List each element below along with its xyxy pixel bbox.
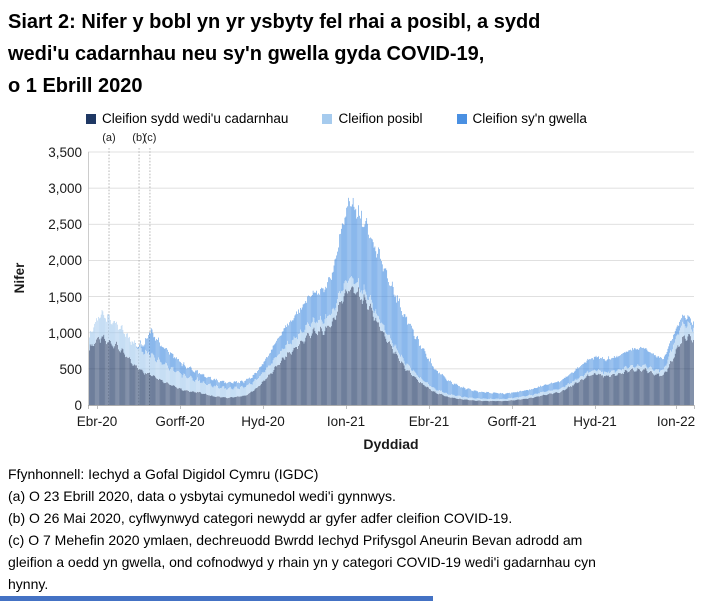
footnote-b: (b) O 26 Mai 2020, cyflwynwyd categori n… (8, 510, 513, 526)
y-tick-label: 500 (59, 361, 82, 377)
y-tick-label: 3,000 (48, 181, 82, 197)
footnote-a: (a) O 23 Ebrill 2020, data o ysbytai cym… (8, 488, 396, 504)
legend-swatch-possible-icon (322, 113, 333, 124)
x-tick-label: Hyd-21 (573, 414, 617, 429)
x-tick-label: Gorff-20 (155, 414, 205, 429)
y-tick-label: 1,500 (48, 289, 82, 305)
chart-title: Siart 2: Nifer y bobl yn yr ysbyty fel r… (8, 6, 540, 102)
x-axis-title: Dyddiad (363, 436, 419, 452)
chart-title-line-1: Siart 2: Nifer y bobl yn yr ysbyty fel r… (8, 11, 541, 33)
y-axis-title: Nifer (12, 262, 27, 294)
chart-legend: Cleifion sydd wedi'u cadarnhau Cleifion … (86, 111, 587, 126)
x-tick-label: Ebr-21 (408, 414, 450, 429)
footnote-c-line-2: gleifion a oedd yn gwella, ond cofnodwyd… (8, 554, 596, 570)
x-tick-label: Hyd-20 (241, 414, 285, 429)
legend-item-recovering: Cleifion sy'n gwella (456, 111, 587, 126)
legend-label-possible: Cleifion posibl (338, 111, 423, 126)
legend-label-confirmed: Cleifion sydd wedi'u cadarnhau (102, 111, 289, 126)
footnote-c-line-1: (c) O 7 Mehefin 2020 ymlaen, dechreuodd … (8, 532, 583, 548)
chart-title-line-3: o 1 Ebrill 2020 (8, 75, 143, 97)
y-tick-label: 0 (74, 398, 82, 413)
y-tick-label: 1,000 (48, 325, 82, 341)
y-tick-label: 2,000 (48, 253, 82, 269)
bottom-blue-bar (0, 596, 433, 601)
chart-title-line-2: wedi'u cadarnhau neu sy'n gwella gyda CO… (8, 43, 485, 65)
y-tick-label: 3,500 (48, 145, 82, 160)
footnote-source: Ffynhonnell: Iechyd a Gofal Digidol Cymr… (8, 466, 319, 482)
legend-swatch-confirmed-icon (86, 113, 96, 124)
legend-item-possible: Cleifion posibl (322, 111, 423, 126)
x-tick-label: Ebr-20 (76, 414, 118, 429)
legend-swatch-recovering-icon (456, 113, 467, 124)
footnote-c-line-3: hynny. (8, 576, 49, 592)
annotation-label-a: (a) (102, 132, 116, 144)
annotation-label-b: (b) (132, 132, 146, 144)
x-tick-label: Ion-22 (656, 414, 696, 429)
legend-label-recovering: Cleifion sy'n gwella (472, 111, 587, 126)
annotation-label-c: (c) (143, 132, 157, 144)
x-tick-label: Gorff-21 (487, 414, 537, 429)
footnotes: Ffynhonnell: Iechyd a Gofal Digidol Cymr… (8, 463, 596, 595)
y-tick-label: 2,500 (48, 217, 82, 233)
legend-item-confirmed: Cleifion sydd wedi'u cadarnhau (86, 111, 288, 126)
x-tick-label: Ion-21 (326, 414, 366, 429)
